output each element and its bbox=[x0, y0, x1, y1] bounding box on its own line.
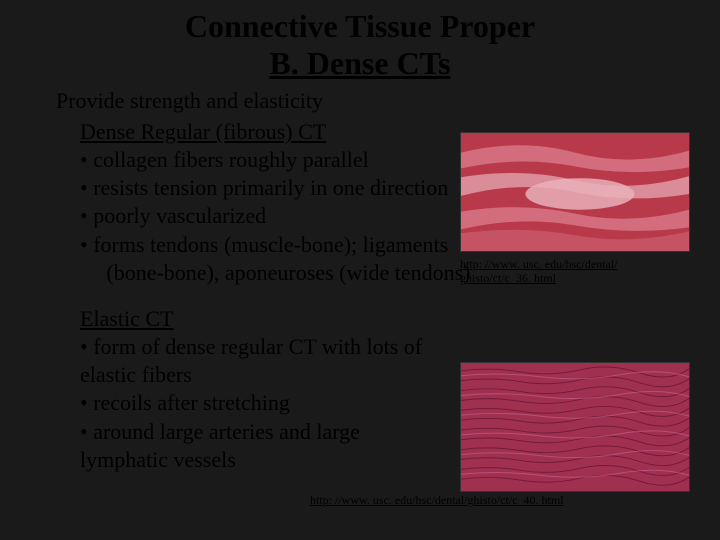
section2-bullets: form of dense regular CT with lots of el… bbox=[80, 333, 440, 474]
intro-text: Provide strength and elasticity bbox=[56, 88, 720, 114]
title-line2: B. Dense CTs bbox=[0, 45, 720, 82]
caption-1: http: //www. usc. edu/hsc/dental/ ghisto… bbox=[460, 258, 690, 286]
list-item: around large arteries and large lymphati… bbox=[80, 418, 440, 474]
list-item: recoils after stretching bbox=[80, 389, 440, 417]
caption-1-line1: http: //www. usc. edu/hsc/dental/ bbox=[460, 257, 618, 271]
section2-heading: Elastic CT bbox=[80, 305, 440, 333]
title-block: Connective Tissue Proper B. Dense CTs bbox=[0, 0, 720, 82]
caption-2: http: //www. usc. edu/hsc/dental/ghisto/… bbox=[310, 494, 690, 508]
slide: { "title": { "line1": "Connective Tissue… bbox=[0, 0, 720, 540]
micrograph-dense-regular bbox=[460, 132, 690, 252]
micrograph-image bbox=[461, 133, 689, 251]
list-item: form of dense regular CT with lots of el… bbox=[80, 333, 440, 389]
micrograph-elastic bbox=[460, 362, 690, 492]
micrograph-image bbox=[461, 363, 689, 491]
caption-1-line2: ghisto/ct/c_36. html bbox=[460, 271, 556, 285]
title-line1: Connective Tissue Proper bbox=[0, 8, 720, 45]
